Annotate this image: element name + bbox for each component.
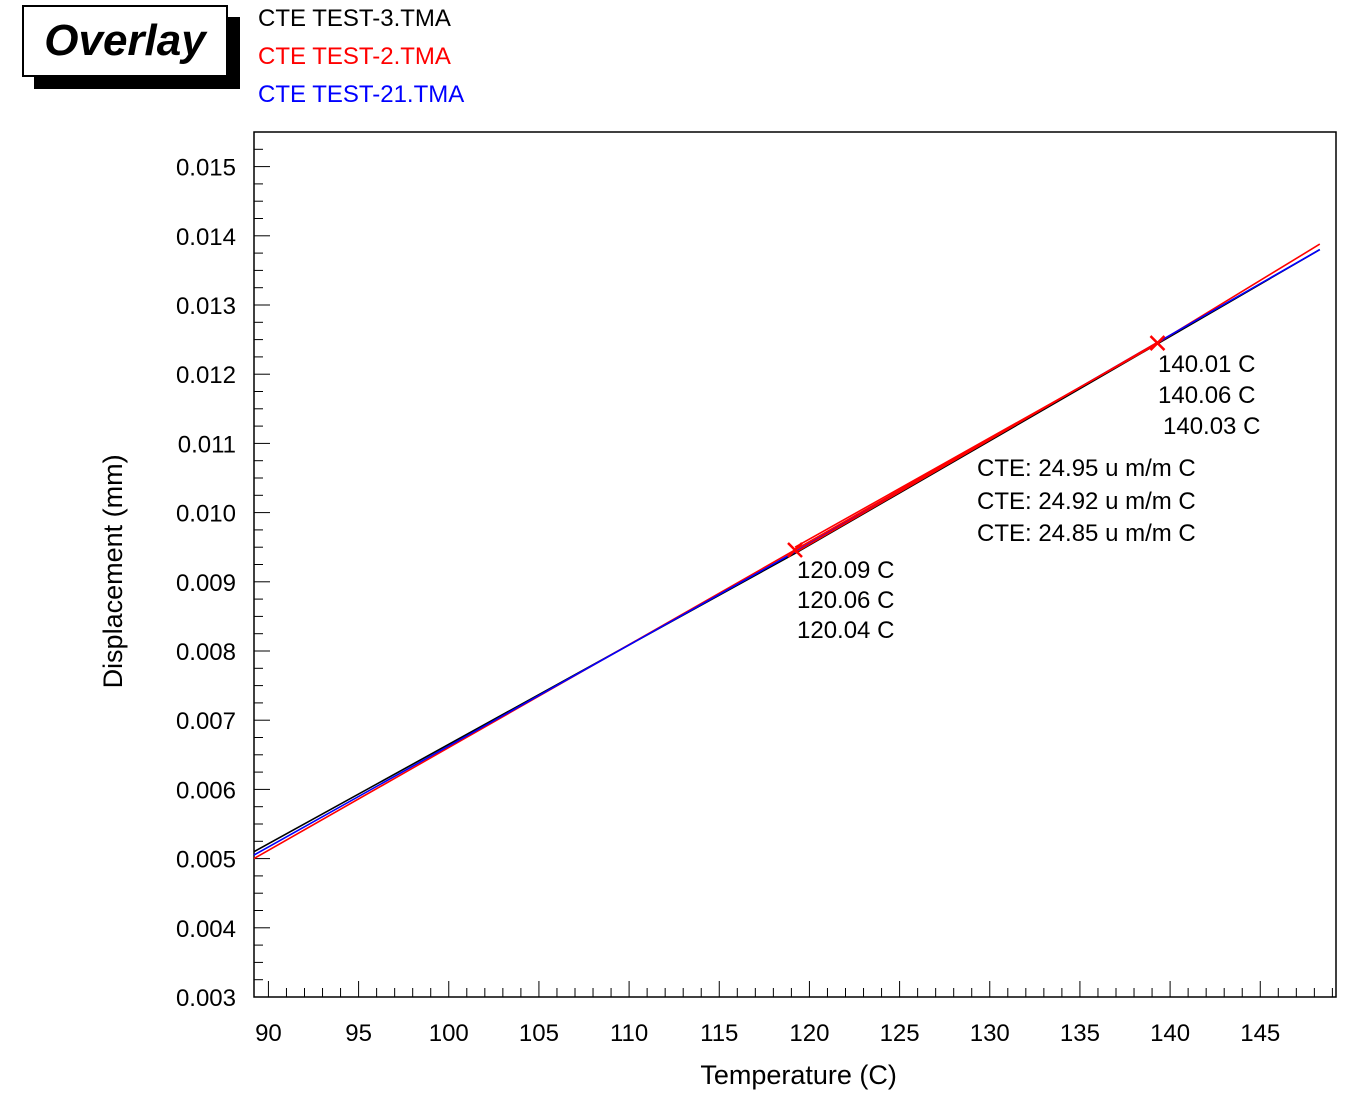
y-tick-label: 0.015 [176, 155, 236, 182]
x-tick-label: 145 [1240, 1020, 1280, 1047]
start-temp-label: 120.09 C [797, 557, 894, 584]
y-tick-label: 0.012 [176, 362, 236, 389]
y-tick-label: 0.004 [176, 916, 236, 943]
cte-value-label: CTE: 24.95 u m/m C [977, 455, 1196, 482]
y-tick-label: 0.008 [176, 639, 236, 666]
y-tick-label: 0.013 [176, 293, 236, 320]
legend-item-test-2: CTE TEST-2.TMA [258, 43, 451, 70]
start-temp-label: 120.06 C [797, 587, 894, 614]
x-tick-label: 115 [700, 1020, 738, 1047]
overlay-badge-face: Overlay [22, 5, 228, 77]
cte-value-label: CTE: 24.92 u m/m C [977, 488, 1196, 515]
legend-item-test-21: CTE TEST-21.TMA [258, 81, 465, 108]
x-tick-label: 100 [429, 1020, 469, 1047]
x-tick-label: 125 [880, 1020, 920, 1047]
y-tick-label: 0.003 [176, 985, 236, 1012]
legend-item-test-3: CTE TEST-3.TMA [258, 5, 451, 32]
y-tick-label: 0.006 [176, 777, 236, 804]
x-tick-label: 130 [970, 1020, 1010, 1047]
cte-fit-line-3 [794, 343, 1158, 548]
plot-frame [253, 131, 1337, 998]
legend: CTE TEST-3.TMA CTE TEST-2.TMA CTE TEST-2… [258, 0, 464, 114]
y-tick-label: 0.005 [176, 847, 236, 874]
overlay-badge: Overlay [22, 5, 240, 89]
y-tick-label: 0.009 [176, 570, 236, 597]
end-temp-label: 140.06 C [1158, 382, 1255, 409]
x-axis-label: Temperature (C) [700, 1060, 897, 1090]
end-temp-label: 140.03 C [1163, 413, 1260, 440]
y-tick-label: 0.007 [176, 708, 236, 735]
cte-value-label: CTE: 24.85 u m/m C [977, 520, 1196, 547]
y-tick-label: 0.010 [176, 501, 236, 528]
y-tick-label: 0.014 [176, 224, 236, 251]
y-axis-label: Displacement (mm) [98, 454, 128, 688]
marker-2-b [1149, 335, 1166, 351]
x-tick-label: 95 [345, 1020, 372, 1047]
marker-1-b [787, 542, 803, 558]
overlay-title: Overlay [44, 16, 206, 65]
x-tick-label: 120 [789, 1020, 829, 1047]
end-temp-label: 140.01 C [1158, 351, 1255, 378]
x-tick-label: 110 [610, 1020, 648, 1047]
y-tick-label: 0.011 [178, 431, 236, 458]
x-tick-label: 90 [255, 1020, 282, 1047]
x-tick-label: 135 [1060, 1020, 1100, 1047]
x-tick-label: 105 [519, 1020, 559, 1047]
x-tick-label: 140 [1150, 1020, 1190, 1047]
start-temp-label: 120.04 C [797, 617, 894, 644]
